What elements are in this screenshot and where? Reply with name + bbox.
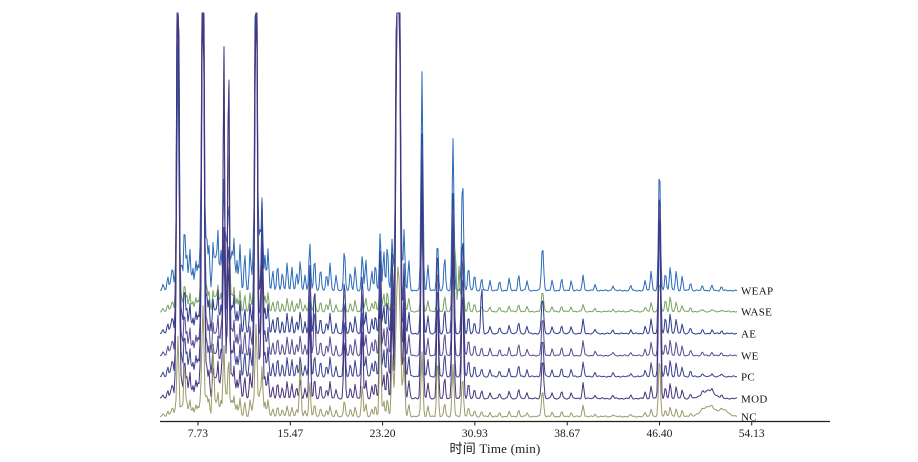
- trace-label-mod: MOD: [741, 394, 768, 406]
- x-axis-title: 时间 Time (min): [449, 441, 541, 456]
- x-tick-label: 15.47: [277, 428, 303, 440]
- trace-label-ae: AE: [741, 329, 756, 341]
- trace-wase: [159, 12, 738, 313]
- trace-label-nc: NC: [741, 412, 757, 424]
- trace-mod: [159, 12, 737, 400]
- trace-label-we: WE: [741, 351, 759, 363]
- x-tick-label: 38.67: [554, 428, 580, 440]
- trace-label-pc: PC: [741, 372, 755, 384]
- trace-label-weap: WEAP: [741, 286, 773, 298]
- x-tick-label: 54.13: [739, 428, 765, 440]
- x-tick-label: 30.93: [462, 428, 488, 440]
- trace-weap: [160, 12, 738, 292]
- x-tick-label: 7.73: [188, 428, 208, 440]
- trace-nc: [159, 266, 738, 418]
- x-tick-label: 46.40: [647, 428, 673, 440]
- trace-label-wase: WASE: [741, 307, 772, 319]
- x-tick-label: 23.20: [370, 428, 396, 440]
